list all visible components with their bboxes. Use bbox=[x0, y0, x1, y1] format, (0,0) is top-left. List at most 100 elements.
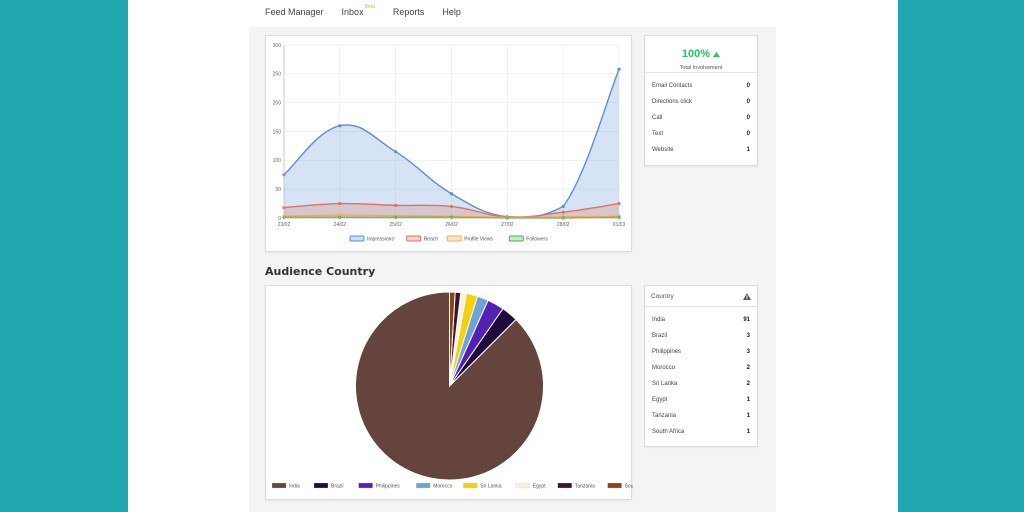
list-item: India 91 bbox=[645, 312, 757, 328]
list-item: Directions click 0 bbox=[645, 94, 757, 110]
nav-inbox-label: Inbox bbox=[341, 7, 364, 17]
row-value: 1 bbox=[746, 429, 750, 435]
legend-label: Egypt bbox=[533, 484, 546, 490]
legend-swatch bbox=[406, 235, 422, 242]
row-value: 0 bbox=[746, 115, 750, 121]
pie-slice bbox=[449, 291, 456, 387]
caret-up-icon bbox=[713, 51, 721, 57]
list-item: Tanzania 1 bbox=[645, 408, 757, 424]
legend-label: Sri Lanka bbox=[480, 484, 501, 490]
legend-label: Impressions bbox=[367, 237, 394, 243]
row-value: 1 bbox=[746, 397, 750, 403]
country-header-label: Country bbox=[651, 292, 674, 300]
row-label: Morocco bbox=[652, 365, 676, 371]
legend-label: Profile Views bbox=[464, 237, 493, 243]
audience-pie-chart: India Brazil Philippines Morocco Sri Lanka Eg… bbox=[271, 291, 652, 490]
row-value: 0 bbox=[746, 131, 750, 137]
involvement-list: Email Contacts 0 Directions click 0 Call 0 … bbox=[645, 73, 757, 158]
row-label: Directions click bbox=[652, 99, 693, 105]
row-label: Tanzania bbox=[652, 413, 677, 419]
series-area bbox=[284, 69, 619, 218]
legend-swatch bbox=[271, 482, 287, 489]
nav-help[interactable]: Help bbox=[442, 7, 461, 17]
legend-swatch bbox=[313, 482, 329, 489]
legend-swatch bbox=[557, 482, 572, 489]
y-tick-label: 50 bbox=[275, 187, 281, 193]
legend-label: Reach bbox=[424, 237, 439, 243]
data-point bbox=[617, 67, 621, 71]
row-label: Email Contacts bbox=[652, 83, 693, 89]
x-tick-label: 24/02 bbox=[334, 222, 347, 228]
series-area bbox=[284, 203, 619, 218]
pie-slice bbox=[355, 291, 544, 481]
country-table-card: Country India 91 Brazil 3 Philippines 3 Mor… bbox=[644, 285, 758, 447]
data-point bbox=[617, 215, 621, 220]
data-point bbox=[561, 204, 565, 209]
data-point bbox=[394, 150, 398, 154]
data-point bbox=[561, 210, 565, 214]
row-label: South Africa bbox=[652, 429, 685, 435]
legend-label: Philippines bbox=[376, 484, 401, 490]
list-item: Brazil 3 bbox=[645, 328, 757, 344]
activity-chart: 0 50 100 150 200 250 300 23/02 24/02 25/02 26/02 27… bbox=[273, 43, 626, 243]
x-tick-label: 27/02 bbox=[501, 222, 514, 228]
list-item: South Africa 1 bbox=[645, 424, 757, 440]
legend-swatch bbox=[349, 235, 365, 242]
top-nav: Feed Manager InboxBeta Reports Help bbox=[265, 0, 461, 24]
row-value: 1 bbox=[746, 413, 750, 419]
data-point bbox=[617, 201, 621, 206]
audience-chart-card: India Brazil Philippines Morocco Sri Lanka Eg… bbox=[265, 285, 652, 500]
data-point bbox=[449, 192, 454, 196]
row-value: 3 bbox=[746, 349, 750, 355]
legend-swatch bbox=[446, 235, 462, 242]
legend-label: Followers bbox=[526, 237, 548, 243]
data-point bbox=[338, 215, 342, 220]
involvement-card: 100% Total Involvement Email Contacts 0 D… bbox=[644, 35, 758, 166]
x-tick-label: 26/02 bbox=[445, 222, 458, 228]
data-point bbox=[338, 213, 342, 217]
x-tick-label: 01/03 bbox=[613, 222, 626, 228]
legend-label: India bbox=[289, 484, 300, 490]
row-value: 1 bbox=[746, 147, 750, 153]
legend-swatch bbox=[508, 235, 524, 242]
x-tick-label: 23/02 bbox=[278, 222, 291, 228]
legend-swatch bbox=[416, 482, 431, 489]
nav-inbox[interactable]: InboxBeta bbox=[341, 4, 375, 17]
list-item: Philippines 3 bbox=[645, 344, 757, 360]
y-tick-label: 100 bbox=[273, 158, 282, 164]
legend-label: Brazil bbox=[331, 484, 344, 490]
list-item: Egypt 1 bbox=[645, 392, 757, 408]
row-value: 0 bbox=[746, 83, 750, 89]
list-item: Email Contacts 0 bbox=[645, 78, 757, 94]
y-tick-label: 250 bbox=[273, 72, 282, 78]
y-tick-label: 200 bbox=[273, 100, 282, 106]
list-item: Website 1 bbox=[645, 142, 757, 158]
nav-feed-manager[interactable]: Feed Manager bbox=[265, 7, 324, 17]
legend-swatch bbox=[358, 482, 373, 489]
beta-badge: Beta bbox=[364, 4, 375, 10]
y-tick-label: 150 bbox=[273, 129, 282, 135]
involvement-percent-value: 100% bbox=[681, 48, 711, 60]
country-list: India 91 Brazil 3 Philippines 3 Morocco 2 Sr… bbox=[645, 307, 757, 440]
involvement-label: Total Involvement bbox=[679, 65, 723, 71]
warning-icon[interactable] bbox=[743, 292, 751, 300]
row-label: Egypt bbox=[652, 397, 668, 403]
row-label: Brazil bbox=[652, 333, 668, 339]
data-point bbox=[338, 124, 342, 128]
row-label: India bbox=[652, 317, 666, 323]
row-value: 0 bbox=[746, 99, 750, 105]
data-point bbox=[394, 215, 398, 220]
list-item: Sri Lanka 2 bbox=[645, 376, 757, 392]
y-tick-label: 0 bbox=[278, 216, 281, 222]
country-table-header: Country bbox=[645, 286, 757, 307]
legend-label: Tanzania bbox=[575, 484, 595, 490]
data-point bbox=[394, 203, 398, 207]
legend-swatch bbox=[463, 482, 478, 489]
row-label: Text bbox=[652, 131, 664, 137]
legend-label: Morocco bbox=[433, 484, 452, 490]
audience-country-title: Audience Country bbox=[265, 265, 376, 278]
nav-reports[interactable]: Reports bbox=[392, 7, 425, 17]
data-point bbox=[338, 201, 342, 206]
row-value: 3 bbox=[746, 333, 750, 339]
legend-swatch bbox=[515, 482, 530, 489]
